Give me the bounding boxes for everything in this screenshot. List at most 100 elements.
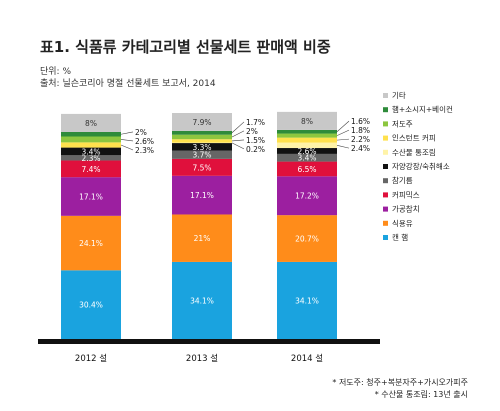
legend-label-인스턴트-커피: 인스턴트 커피 bbox=[392, 133, 436, 143]
data-label-참기름-2: 3.4% bbox=[297, 154, 316, 163]
bar-segment-햄-소시지-베이컨-0 bbox=[61, 131, 121, 137]
legend-swatch-커피믹스 bbox=[383, 192, 388, 198]
legend-swatch-참기름 bbox=[383, 178, 388, 184]
callout-line-햄-소시지-베이컨-2 bbox=[336, 120, 350, 132]
bar-segment-자양강장-숙취해소-1 bbox=[172, 143, 232, 151]
legend-swatch-자양강장-숙취해소 bbox=[383, 164, 388, 169]
bar-segment-참기름-1 bbox=[172, 150, 232, 159]
callout-label-저도주-1: 2% bbox=[246, 127, 258, 136]
legend-swatch-기타 bbox=[383, 93, 388, 98]
bar-segment-저도주-0 bbox=[61, 136, 121, 143]
callout-label-인스턴트-커피-0: 2.3% bbox=[135, 146, 154, 155]
data-label-자양강장-숙취해소-1: 3.3% bbox=[192, 143, 211, 152]
callout-line-인스턴트-커피-0 bbox=[120, 144, 134, 151]
data-label-커피믹스-2: 6.5% bbox=[297, 165, 316, 174]
x-tick-label-0: 2012 설 bbox=[75, 353, 107, 364]
callout-label-수산물-통조림-1: 0.2% bbox=[246, 145, 265, 154]
data-label-식용유-2: 20.7% bbox=[295, 235, 319, 244]
legend-swatch-가공참치 bbox=[383, 206, 388, 212]
bar-segment-가공참치-1 bbox=[172, 175, 232, 215]
bar-segment-자양강장-숙취해소-2 bbox=[277, 148, 337, 154]
bar-segment-가공참치-0 bbox=[61, 177, 121, 216]
callout-line-수산물-통조림-1 bbox=[231, 142, 245, 150]
data-label-자양강장-숙취해소-0: 3.4% bbox=[81, 147, 100, 156]
data-label-캔-햄-1: 34.1% bbox=[190, 296, 214, 305]
data-label-참기름-1: 3.7% bbox=[192, 151, 211, 160]
callout-line-저도주-0 bbox=[120, 139, 134, 142]
x-axis-baseline bbox=[38, 339, 380, 344]
legend-swatch-캔-햄 bbox=[383, 235, 388, 240]
bar-segment-캔-햄-0 bbox=[61, 270, 121, 339]
legend-label-햄-소시지-베이컨: 햄+소시지+베이컨 bbox=[392, 104, 453, 114]
legend-swatch-식용유 bbox=[383, 220, 388, 226]
unit-line: 단위: % bbox=[40, 67, 72, 77]
legend-swatch-햄-소시지-베이컨 bbox=[383, 107, 388, 113]
data-label-기타-2: 8% bbox=[301, 117, 313, 126]
callout-line-인스턴트-커피-2 bbox=[336, 138, 350, 141]
bar-segment-기타-1 bbox=[172, 113, 232, 131]
bar-segment-인스턴트-커피-2 bbox=[277, 137, 337, 143]
legend-label-식용유: 식용유 bbox=[392, 219, 413, 228]
callout-line-수산물-통조림-2 bbox=[336, 145, 350, 149]
bar-segment-햄-소시지-베이컨-2 bbox=[277, 129, 337, 134]
callout-line-햄-소시지-베이컨-1 bbox=[231, 121, 245, 133]
bar-segment-참기름-2 bbox=[277, 153, 337, 162]
callout-label-햄-소시지-베이컨-1: 1.7% bbox=[246, 118, 265, 127]
callout-line-인스턴트-커피-1 bbox=[231, 139, 245, 142]
bar-segment-커피믹스-0 bbox=[61, 160, 121, 178]
data-label-가공참치-1: 17.1% bbox=[190, 191, 214, 200]
bar-segment-인스턴트-커피-1 bbox=[172, 139, 232, 143]
bar-segment-기타-0 bbox=[61, 113, 121, 132]
legend-swatch-인스턴트-커피 bbox=[383, 135, 388, 141]
data-label-가공참치-0: 17.1% bbox=[79, 193, 103, 202]
legend-label-자양강장-숙취해소: 자양강장/숙취해소 bbox=[392, 161, 450, 171]
data-label-자양강장-숙취해소-2: 2.6% bbox=[297, 147, 316, 156]
data-label-참기름-0: 2.3% bbox=[81, 154, 100, 163]
legend-swatch-저도주 bbox=[383, 121, 388, 127]
data-label-커피믹스-0: 7.4% bbox=[81, 165, 100, 174]
legend-label-커피믹스: 커피믹스 bbox=[392, 189, 420, 199]
data-label-캔-햄-0: 30.4% bbox=[79, 301, 103, 310]
callout-label-햄-소시지-베이컨-0: 2% bbox=[135, 128, 147, 137]
data-label-식용유-0: 24.1% bbox=[79, 239, 103, 248]
callout-label-인스턴트-커피-1: 1.5% bbox=[246, 136, 265, 145]
source-line: 출처: 닐슨코리아 명절 선물세트 보고서, 2014 bbox=[40, 79, 216, 89]
legend-label-저도주: 저도주 bbox=[392, 119, 413, 128]
bar-segment-기타-2 bbox=[277, 111, 337, 130]
callout-label-인스턴트-커피-2: 2.2% bbox=[351, 135, 370, 144]
bar-segment-식용유-1 bbox=[172, 214, 232, 262]
bar-segment-커피믹스-1 bbox=[172, 158, 232, 176]
chart-title: 표1. 식품류 카테고리별 선물세트 판매액 비중 bbox=[40, 38, 331, 56]
bar-segment-인스턴트-커피-0 bbox=[61, 142, 121, 148]
data-label-기타-0: 8% bbox=[85, 119, 97, 128]
legend-label-수산물-통조림: 수산물 통조림 bbox=[392, 147, 436, 157]
bar-segment-자양강장-숙취해소-0 bbox=[61, 147, 121, 156]
bar-segment-캔-햄-1 bbox=[172, 261, 232, 339]
bar-segment-저도주-2 bbox=[277, 133, 337, 138]
bar-segment-햄-소시지-베이컨-1 bbox=[172, 130, 232, 135]
callout-line-햄-소시지-베이컨-0 bbox=[120, 131, 134, 135]
legend-label-기타: 기타 bbox=[392, 91, 406, 100]
legend-label-캔-햄: 캔 햄 bbox=[392, 232, 408, 242]
bar-segment-식용유-0 bbox=[61, 215, 121, 271]
bar-segment-수산물-통조림-2 bbox=[277, 142, 337, 149]
bar-segment-식용유-2 bbox=[277, 215, 337, 262]
callout-label-수산물-통조림-2: 2.4% bbox=[351, 144, 370, 153]
bar-segment-커피믹스-2 bbox=[277, 161, 337, 177]
footnote-1: * 저도주: 청주+복분자주+가시오가피주 bbox=[332, 378, 468, 387]
legend-swatch-수산물-통조림 bbox=[383, 149, 388, 155]
data-label-식용유-1: 21% bbox=[194, 234, 211, 243]
data-label-기타-1: 7.9% bbox=[192, 118, 211, 127]
bar-segment-참기름-0 bbox=[61, 155, 121, 161]
data-label-캔-햄-2: 34.1% bbox=[295, 296, 319, 305]
legend-label-참기름: 참기름 bbox=[392, 175, 413, 185]
callout-label-햄-소시지-베이컨-2: 1.6% bbox=[351, 117, 370, 126]
data-label-가공참치-2: 17.2% bbox=[295, 192, 319, 201]
x-tick-label-1: 2013 설 bbox=[186, 353, 218, 364]
data-label-커피믹스-1: 7.5% bbox=[192, 163, 211, 172]
x-tick-label-2: 2014 설 bbox=[291, 353, 323, 364]
legend-label-가공참치: 가공참치 bbox=[392, 204, 420, 214]
callout-label-저도주-0: 2.6% bbox=[135, 137, 154, 146]
footnote-2: * 수산물 통조림: 13년 출시 bbox=[374, 390, 468, 399]
